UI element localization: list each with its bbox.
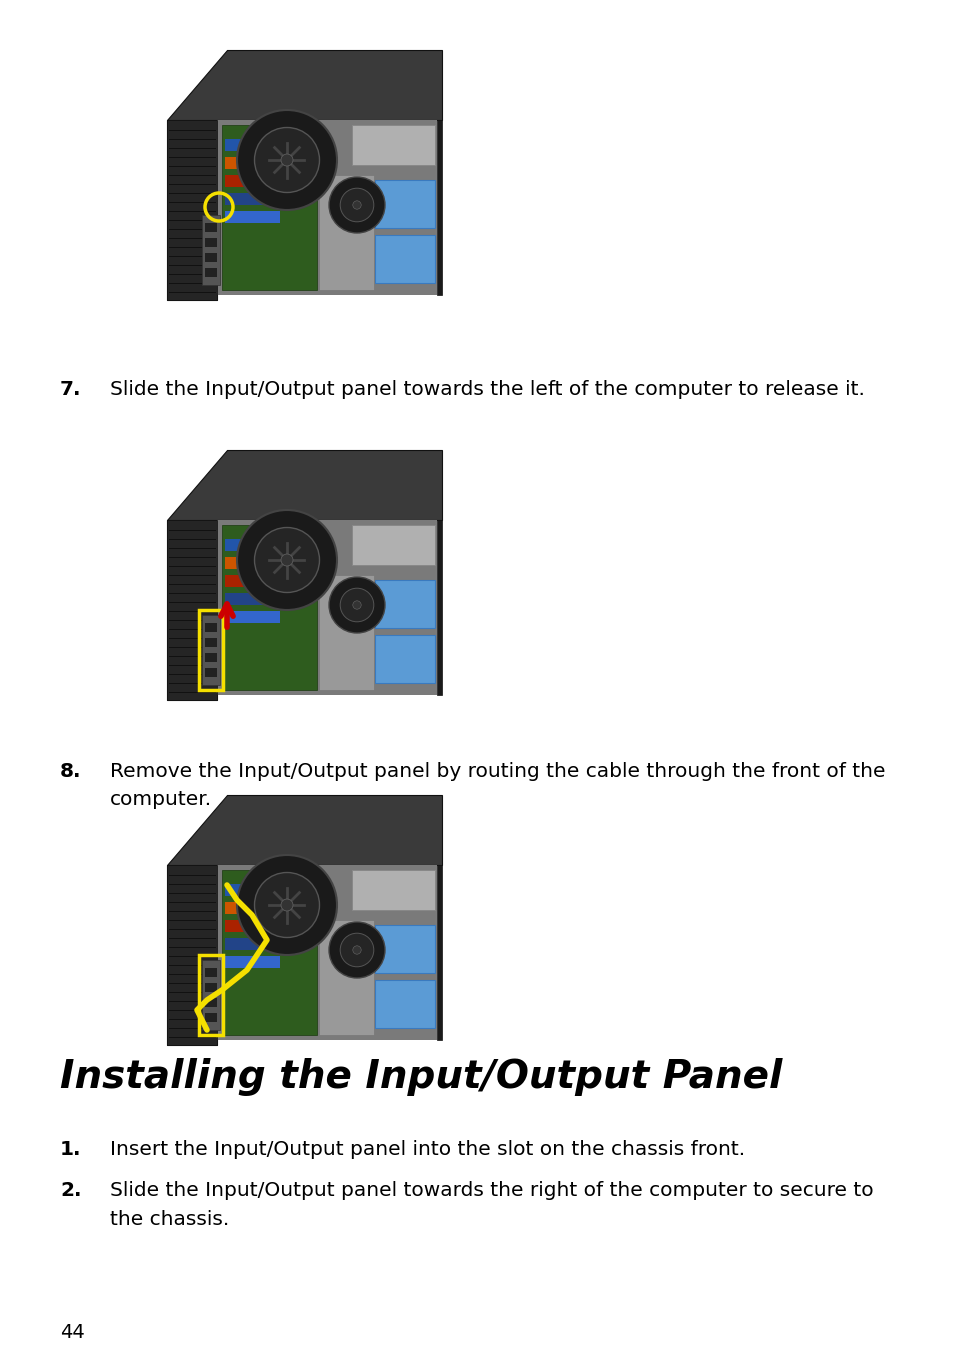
Polygon shape <box>436 520 441 695</box>
Polygon shape <box>225 575 270 587</box>
Text: 2.: 2. <box>60 1182 81 1199</box>
Text: Slide the Input/Output panel towards the right of the computer to secure to: Slide the Input/Output panel towards the… <box>110 1182 873 1199</box>
Circle shape <box>236 111 336 210</box>
Polygon shape <box>318 919 374 1035</box>
Polygon shape <box>375 925 435 973</box>
Bar <box>202 960 220 1030</box>
Bar <box>199 955 223 1035</box>
Bar <box>202 615 220 684</box>
Polygon shape <box>225 139 260 152</box>
Bar <box>205 1014 216 1022</box>
Polygon shape <box>167 520 216 699</box>
Polygon shape <box>167 449 441 520</box>
Text: 7.: 7. <box>60 380 81 399</box>
Polygon shape <box>167 120 216 301</box>
Text: 1.: 1. <box>60 1141 81 1158</box>
Polygon shape <box>375 180 435 228</box>
Circle shape <box>281 899 293 911</box>
Text: Slide the Input/Output panel towards the left of the computer to release it.: Slide the Input/Output panel towards the… <box>110 380 864 399</box>
Circle shape <box>340 933 374 967</box>
Text: Installing the Input/Output Panel: Installing the Input/Output Panel <box>60 1059 781 1096</box>
Circle shape <box>353 601 361 609</box>
Circle shape <box>340 189 374 221</box>
Polygon shape <box>216 865 436 1040</box>
Circle shape <box>254 873 319 937</box>
Text: 8.: 8. <box>60 762 81 781</box>
Polygon shape <box>225 611 280 623</box>
Text: 44: 44 <box>60 1324 85 1341</box>
Circle shape <box>329 576 385 632</box>
Polygon shape <box>167 520 216 699</box>
Polygon shape <box>352 525 435 566</box>
Polygon shape <box>225 956 280 968</box>
Bar <box>202 214 220 285</box>
Polygon shape <box>318 175 374 290</box>
Circle shape <box>236 855 336 955</box>
Polygon shape <box>225 902 265 914</box>
Circle shape <box>281 154 293 167</box>
Bar <box>205 268 216 277</box>
Bar <box>205 623 216 632</box>
Circle shape <box>329 178 385 234</box>
Polygon shape <box>225 557 265 570</box>
Polygon shape <box>352 126 435 165</box>
Polygon shape <box>222 870 316 1035</box>
Polygon shape <box>225 884 260 896</box>
Polygon shape <box>225 157 265 169</box>
Bar <box>205 238 216 247</box>
Polygon shape <box>167 865 216 1045</box>
Polygon shape <box>352 870 435 910</box>
Circle shape <box>353 945 361 955</box>
Polygon shape <box>225 175 270 187</box>
Polygon shape <box>225 210 280 223</box>
Polygon shape <box>216 120 436 295</box>
Circle shape <box>353 201 361 209</box>
Text: Remove the Input/Output panel by routing the cable through the front of the: Remove the Input/Output panel by routing… <box>110 762 884 781</box>
Bar <box>205 223 216 232</box>
Text: computer.: computer. <box>110 790 212 809</box>
Polygon shape <box>225 193 274 205</box>
Polygon shape <box>225 938 274 949</box>
Bar <box>205 253 216 262</box>
Bar <box>199 611 223 690</box>
Bar <box>205 668 216 678</box>
Bar <box>205 984 216 992</box>
Bar <box>205 999 216 1007</box>
Polygon shape <box>167 795 441 865</box>
Polygon shape <box>436 865 441 1040</box>
Polygon shape <box>225 919 270 932</box>
Polygon shape <box>216 520 436 695</box>
Polygon shape <box>318 575 374 690</box>
Polygon shape <box>167 120 216 301</box>
Bar <box>205 638 216 647</box>
Circle shape <box>281 555 293 566</box>
Polygon shape <box>375 635 435 683</box>
Bar <box>205 968 216 977</box>
Polygon shape <box>225 540 260 550</box>
Polygon shape <box>375 581 435 628</box>
Polygon shape <box>375 979 435 1029</box>
Circle shape <box>254 527 319 593</box>
Polygon shape <box>375 235 435 283</box>
Circle shape <box>236 510 336 611</box>
Circle shape <box>340 589 374 622</box>
Circle shape <box>329 922 385 978</box>
Bar <box>205 653 216 663</box>
Polygon shape <box>436 120 441 295</box>
Circle shape <box>254 127 319 193</box>
Polygon shape <box>222 126 316 290</box>
Polygon shape <box>167 51 441 120</box>
Polygon shape <box>225 593 274 605</box>
Polygon shape <box>167 865 216 1045</box>
Text: the chassis.: the chassis. <box>110 1210 229 1229</box>
Text: Insert the Input/Output panel into the slot on the chassis front.: Insert the Input/Output panel into the s… <box>110 1141 744 1158</box>
Polygon shape <box>222 525 316 690</box>
